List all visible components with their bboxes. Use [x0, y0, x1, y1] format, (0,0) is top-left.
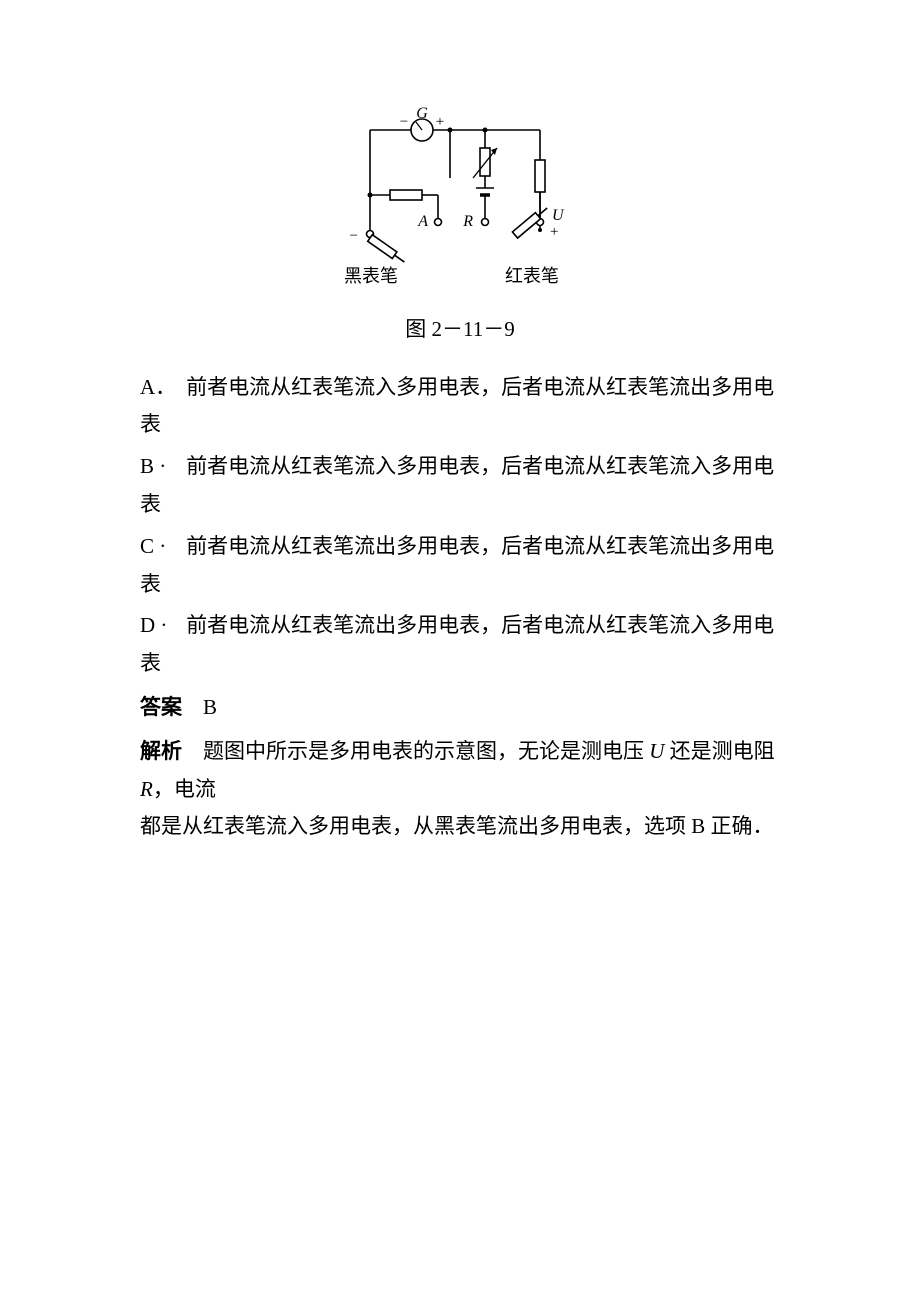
option-B: B · 前者电流从红表笔流入多用电表，后者电流从红表笔流入多用电表 [140, 448, 780, 524]
option-B-text: 前者电流从红表笔流入多用电表，后者电流从红表笔流入多用电表 [140, 454, 774, 516]
option-D-prefix: D · [140, 607, 186, 645]
label-minus-top: − [400, 114, 408, 130]
label-plus-right: + [550, 224, 558, 240]
explanation-R: R [140, 777, 153, 801]
label-G: G [416, 105, 428, 122]
label-red-probe: 红表笔 [505, 266, 559, 286]
option-C-prefix: C · [140, 528, 186, 566]
circuit-figure: G − + A [140, 100, 780, 349]
option-A-prefix: A． [140, 369, 186, 407]
explanation-line2: 都是从红表笔流入多用电表，从黑表笔流出多用电表，选项 B 正确． [140, 808, 780, 846]
label-A: A [417, 213, 428, 230]
option-A-text: 前者电流从红表笔流入多用电表，后者电流从红表笔流出多用电表 [140, 375, 774, 437]
explanation-U: U [649, 739, 664, 763]
answer-value: B [203, 695, 217, 719]
figure-caption: 图 2－11－9 [140, 311, 780, 349]
explanation-label: 解析 [140, 739, 182, 763]
option-B-prefix: B · [140, 448, 186, 486]
page-content: G − + A [0, 0, 920, 906]
label-U: U [552, 207, 565, 224]
explanation-1a: 题图中所示是多用电表的示意图，无论是测电压 [203, 739, 649, 763]
circuit-svg: G − + A [340, 100, 580, 290]
option-C-text: 前者电流从红表笔流出多用电表，后者电流从红表笔流出多用电表 [140, 534, 774, 596]
option-D: D · 前者电流从红表笔流出多用电表，后者电流从红表笔流入多用电表 [140, 607, 780, 683]
label-black-probe: 黑表笔 [344, 266, 398, 286]
answer-label: 答案 [140, 695, 182, 719]
label-minus-left: − [350, 228, 358, 244]
answer-line: 答案 B [140, 689, 780, 727]
explanation-1b: 还是测电阻 [664, 739, 774, 763]
label-R: R [462, 213, 473, 230]
option-C: C · 前者电流从红表笔流出多用电表，后者电流从红表笔流出多用电表 [140, 528, 780, 604]
option-A: A．前者电流从红表笔流入多用电表，后者电流从红表笔流出多用电表 [140, 369, 780, 445]
option-D-text: 前者电流从红表笔流出多用电表，后者电流从红表笔流入多用电表 [140, 613, 774, 675]
explanation-block: 解析 题图中所示是多用电表的示意图，无论是测电压 U 还是测电阻 R，电流 都是… [140, 733, 780, 846]
label-plus-top: + [436, 114, 444, 130]
explanation-1c: ，电流 [153, 777, 216, 801]
